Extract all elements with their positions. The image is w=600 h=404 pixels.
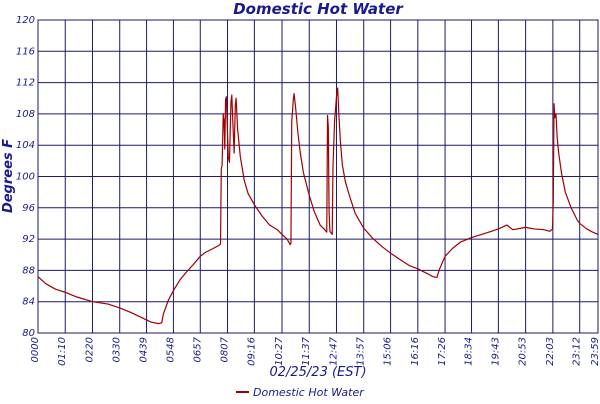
x-axis-label: 02/25/23 (EST) bbox=[269, 365, 366, 380]
x-tick-label: 11:37 bbox=[301, 336, 312, 365]
x-axis-ticks: 0000 01:10 0220 0330 0439 0548 0657 0807 09:16 10… bbox=[30, 336, 600, 365]
x-tick-label: 23:59 bbox=[590, 337, 600, 366]
x-tick-label: 0807 bbox=[220, 336, 231, 362]
grid bbox=[37, 19, 599, 334]
y-axis-ticks: 80 84 88 92 96 100 104 108 112 116 120 bbox=[16, 15, 35, 339]
y-axis-label: Degrees F bbox=[1, 139, 16, 213]
x-tick-label: 0657 bbox=[192, 336, 203, 362]
series-line bbox=[37, 87, 599, 325]
y-tick-label: 100 bbox=[16, 172, 35, 183]
x-tick-label: 23:12 bbox=[572, 337, 583, 366]
x-tick-label: 10:27 bbox=[274, 336, 285, 365]
x-tick-label: 18:34 bbox=[464, 337, 475, 366]
x-tick-label: 0548 bbox=[165, 337, 176, 362]
legend-label: Domestic Hot Water bbox=[253, 386, 365, 399]
x-tick-label: 09:16 bbox=[246, 337, 257, 366]
y-tick-label: 104 bbox=[16, 140, 35, 151]
x-tick-label: 20:53 bbox=[518, 337, 529, 366]
legend: Domestic Hot Water bbox=[236, 386, 365, 399]
x-tick-label: 12:47 bbox=[328, 336, 339, 365]
x-tick-label: 15:06 bbox=[383, 337, 394, 366]
y-tick-label: 116 bbox=[16, 46, 35, 57]
x-tick-label: 16:16 bbox=[410, 337, 421, 366]
series-layer bbox=[37, 87, 599, 325]
y-tick-label: 88 bbox=[22, 265, 35, 276]
x-tick-label: 0000 bbox=[30, 337, 41, 362]
y-tick-label: 96 bbox=[22, 203, 35, 214]
y-tick-label: 112 bbox=[16, 78, 35, 89]
x-tick-label: 13:57 bbox=[356, 336, 367, 365]
y-tick-label: 80 bbox=[22, 328, 35, 339]
x-tick-label: 17:26 bbox=[437, 337, 448, 366]
plot-frame bbox=[37, 19, 599, 334]
x-tick-label: 19:43 bbox=[490, 337, 501, 366]
chart-title: Domestic Hot Water bbox=[233, 0, 404, 18]
x-tick-label: 0330 bbox=[112, 337, 123, 362]
y-tick-label: 92 bbox=[22, 234, 35, 245]
y-tick-label: 84 bbox=[22, 297, 35, 308]
x-tick-label: 22:03 bbox=[545, 337, 556, 366]
x-tick-label: 01:10 bbox=[57, 337, 68, 366]
x-tick-label: 0220 bbox=[84, 337, 95, 362]
y-tick-label: 120 bbox=[16, 15, 35, 26]
y-tick-label: 108 bbox=[16, 109, 35, 120]
x-tick-label: 0439 bbox=[139, 337, 150, 362]
